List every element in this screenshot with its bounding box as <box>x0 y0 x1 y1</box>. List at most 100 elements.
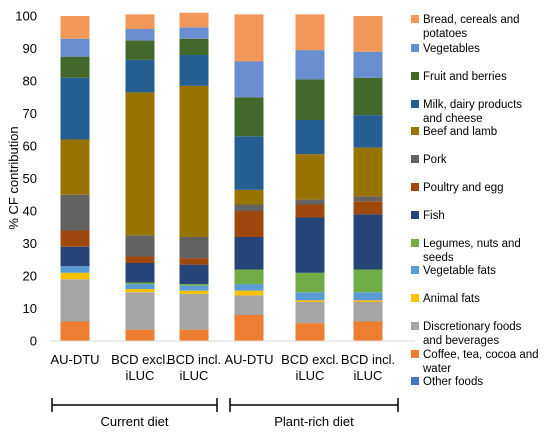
bar-segment <box>353 51 383 78</box>
legend-label: Legumes, nuts and seeds <box>423 238 521 264</box>
bar-segment <box>234 269 264 285</box>
legend-swatch <box>411 350 419 358</box>
legend-label: Vegetable fats <box>423 265 496 277</box>
bar-segment <box>234 14 264 62</box>
y-axis-label: % CF contribution <box>6 126 21 229</box>
legend-swatch <box>411 155 419 163</box>
bar-segment <box>353 115 383 148</box>
bar-segment <box>125 256 155 263</box>
bar-segment <box>295 217 325 273</box>
bar-segment <box>125 29 155 41</box>
x-category-label: AU-DTU <box>224 352 273 367</box>
bar-segment <box>179 12 209 28</box>
bar-segment <box>60 266 90 273</box>
legend: Bread, cereals and potatoes Vegetables Frui… <box>411 14 539 388</box>
bar-segment <box>353 16 383 52</box>
legend-label: Discretionary foods and beverages <box>423 321 522 347</box>
bar-segment <box>179 55 209 86</box>
x-category-label: iLUC <box>126 368 155 383</box>
bar-segment <box>60 16 90 39</box>
bar-segment <box>295 292 325 301</box>
bar-segment <box>125 40 155 60</box>
bar-segment <box>234 189 264 205</box>
bar-segment <box>60 56 90 78</box>
bar-segment <box>179 284 209 286</box>
bar-segment <box>353 77 383 116</box>
y-tick-label: 20 <box>23 269 37 284</box>
bar-segment <box>179 258 209 265</box>
bar-segment <box>295 204 325 218</box>
y-tick-label: 40 <box>23 204 37 219</box>
x-category-label: iLUC <box>354 368 383 383</box>
legend-swatch <box>411 15 419 23</box>
bar-segment <box>295 154 325 200</box>
bar-segment <box>295 302 325 324</box>
bar-segment <box>234 284 264 291</box>
x-category-label: BCD excl. <box>111 352 169 367</box>
bar-segment <box>353 300 383 302</box>
bar-segment <box>234 204 264 211</box>
legend-label: Pork <box>423 154 447 166</box>
bar-segment <box>179 329 209 341</box>
x-category-label: BCD excl. <box>281 352 339 367</box>
group-label: Current diet <box>101 414 169 429</box>
bar-segment <box>60 279 90 322</box>
bar-segment <box>353 214 383 270</box>
legend-label: Other foods <box>423 376 483 388</box>
legend-swatch <box>411 322 419 330</box>
legend-swatch <box>411 127 419 135</box>
bar-segment <box>125 289 155 293</box>
bar-segment <box>295 199 325 205</box>
bar-segment <box>125 284 155 289</box>
bar-segment <box>179 237 209 259</box>
legend-label: Fish <box>423 210 445 222</box>
bar-segment <box>353 147 383 197</box>
bar-segment <box>295 272 325 293</box>
bar-segment <box>60 230 90 247</box>
bar-segment <box>234 211 264 237</box>
y-tick-label: 80 <box>23 74 37 89</box>
x-category-label: AU-DTU <box>50 352 99 367</box>
bar-segment <box>234 237 264 270</box>
bar-segment <box>234 295 264 315</box>
bar-segment <box>60 194 90 231</box>
bar-segment <box>179 85 209 237</box>
legend-label: Animal fats <box>423 293 480 305</box>
bar-segment <box>179 290 209 294</box>
bar-segment <box>353 201 383 215</box>
y-tick-label: 70 <box>23 106 37 121</box>
x-category-label: BCD incl. <box>167 352 221 367</box>
bar-segment <box>353 196 383 202</box>
legend-swatch <box>411 72 419 80</box>
legend-label: Coffee, tea, cocoa and water <box>422 349 539 375</box>
y-tick-label: 10 <box>23 301 37 316</box>
legend-label: Bread, cereals and potatoes <box>423 14 520 40</box>
legend-label: Beef and lamb <box>423 126 497 138</box>
bar-segment <box>125 92 155 236</box>
bar-segment <box>179 293 209 330</box>
bar-segment <box>179 38 209 55</box>
legend-label: Vegetables <box>423 43 480 55</box>
legend-swatch <box>411 239 419 247</box>
legend-swatch <box>411 377 419 385</box>
bar-segment <box>295 79 325 120</box>
bar-segment <box>60 246 90 267</box>
legend-label: Milk, dairy products and cheese <box>423 99 522 125</box>
x-category-label: BCD incl. <box>341 352 395 367</box>
bar-segment <box>125 59 155 93</box>
legend-label: Fruit and berries <box>423 71 507 83</box>
y-tick-label: 30 <box>23 236 37 251</box>
bar-segment <box>295 300 325 302</box>
y-tick-label: 60 <box>23 139 37 154</box>
group-label: Plant-rich diet <box>274 414 354 429</box>
bar-segment <box>125 329 155 341</box>
bar-segment <box>234 315 264 341</box>
legend-swatch <box>411 294 419 302</box>
bar-segment <box>179 285 209 291</box>
bar-segment <box>179 27 209 39</box>
bar-segment <box>179 264 209 285</box>
legend-swatch <box>411 183 419 191</box>
legend-swatch <box>411 44 419 52</box>
bar-segment <box>295 14 325 51</box>
